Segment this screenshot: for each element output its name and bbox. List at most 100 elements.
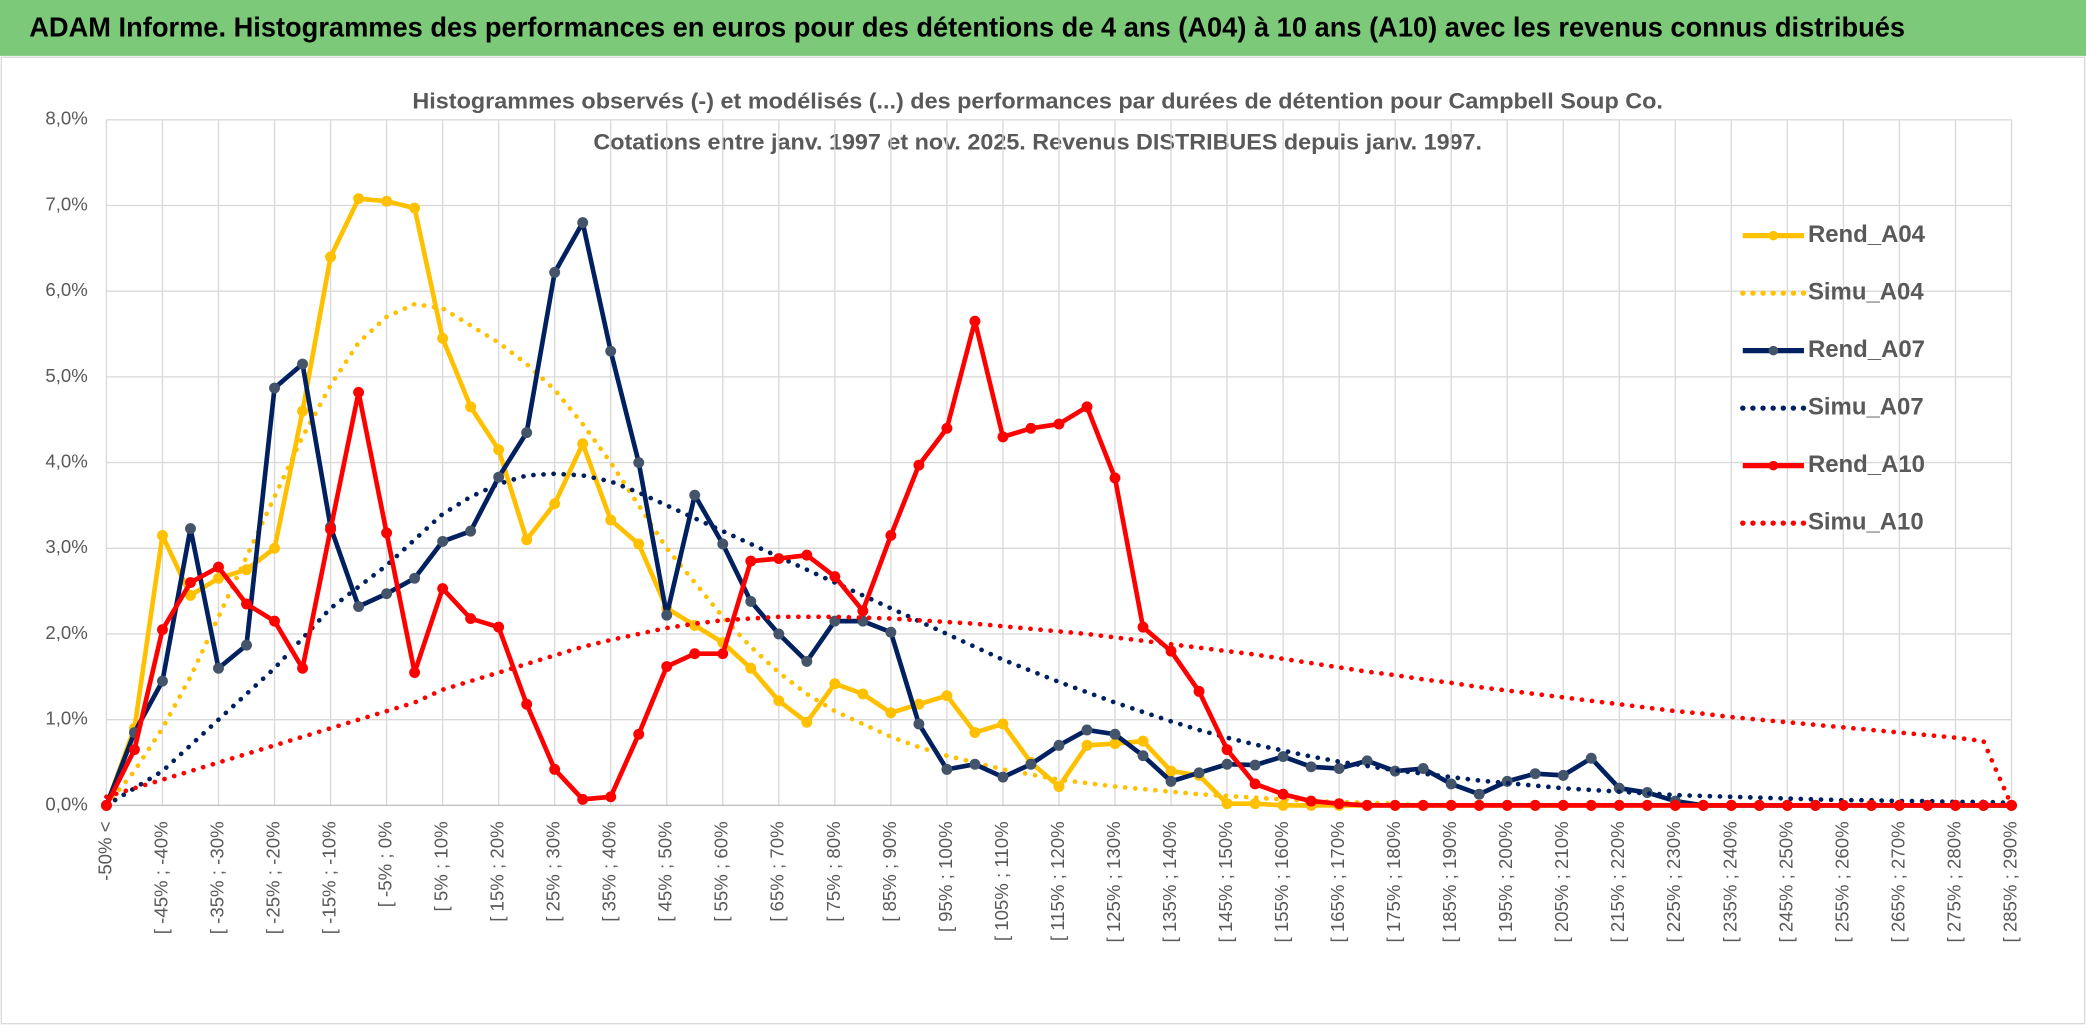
data-point	[1081, 724, 1093, 736]
x-tick-label: [ -35% ; -30%	[206, 821, 227, 934]
data-point	[157, 529, 168, 541]
data-point	[1921, 799, 1933, 811]
data-point	[689, 648, 701, 660]
data-point	[269, 542, 280, 554]
data-point	[1781, 799, 1793, 811]
data-point	[185, 589, 196, 601]
x-tick-label: [ 155% ; 160%	[1271, 821, 1292, 942]
data-point	[1389, 799, 1401, 811]
x-tick-label: [ 105% ; 110%	[991, 821, 1012, 941]
x-tick-label: [ 85% ; 90%	[879, 821, 900, 921]
data-point	[1277, 799, 1289, 811]
data-point	[1025, 758, 1037, 770]
data-point	[1193, 685, 1205, 697]
data-point	[689, 489, 701, 501]
data-point	[969, 315, 981, 327]
data-point	[1585, 752, 1597, 764]
x-tick-label: [ 185% ; 190%	[1439, 821, 1460, 942]
data-point	[633, 538, 645, 550]
data-point	[325, 251, 337, 263]
header-title: ADAM Informe. Histogrammes des performan…	[29, 12, 1905, 43]
legend-marker	[1768, 230, 1779, 241]
data-point	[297, 405, 308, 417]
legend-label: Simu_A10	[1808, 508, 1924, 535]
x-tick-label: [ 205% ; 210%	[1551, 821, 1572, 942]
data-point	[1557, 769, 1569, 781]
y-tick-label: 3,0%	[45, 536, 87, 557]
data-point	[1081, 739, 1093, 751]
legend-label: Simu_A04	[1808, 278, 1924, 305]
data-point	[1837, 799, 1849, 811]
data-point	[409, 202, 421, 214]
data-point	[1669, 799, 1681, 811]
data-point	[1053, 418, 1065, 430]
data-point	[1305, 761, 1317, 773]
x-tick-label: [ 215% ; 220%	[1607, 821, 1628, 942]
data-point	[1221, 798, 1233, 810]
data-point	[353, 601, 365, 613]
data-point	[801, 716, 813, 728]
data-point	[2006, 799, 2017, 811]
data-point	[1165, 775, 1177, 787]
data-point	[409, 572, 421, 584]
data-point	[241, 564, 252, 576]
x-tick-label: [ 245% ; 250%	[1775, 821, 1796, 942]
y-tick-label: 1,0%	[45, 708, 87, 729]
data-point	[577, 438, 589, 450]
data-point	[381, 588, 393, 600]
data-point	[1333, 763, 1345, 774]
data-point	[1193, 767, 1205, 779]
data-point	[185, 577, 196, 589]
data-point	[213, 572, 224, 584]
data-point	[185, 523, 196, 535]
data-point	[605, 791, 617, 803]
data-point	[1025, 422, 1037, 434]
x-tick-label: [ 255% ; 260%	[1831, 821, 1852, 942]
data-point	[353, 193, 365, 205]
data-point	[1473, 799, 1485, 811]
data-point	[269, 382, 280, 394]
y-tick-label: 2,0%	[45, 622, 87, 643]
data-point	[885, 529, 897, 541]
data-point	[913, 718, 925, 730]
data-point	[1305, 795, 1317, 807]
x-tick-label: -50% <	[94, 821, 115, 881]
data-point	[241, 598, 252, 610]
x-tick-label: [ 175% ; 180%	[1383, 821, 1404, 942]
data-point	[941, 422, 953, 434]
data-point	[801, 655, 813, 667]
data-point	[493, 444, 505, 456]
data-point	[1109, 738, 1121, 750]
data-point	[157, 624, 168, 636]
x-tick-label: [ 265% ; 270%	[1887, 821, 1908, 942]
data-point	[521, 427, 533, 439]
data-point	[997, 718, 1009, 730]
data-point	[1445, 799, 1457, 811]
data-point	[745, 662, 757, 674]
data-point	[1809, 799, 1821, 811]
data-point	[997, 771, 1009, 783]
data-point	[465, 525, 477, 537]
series-line	[104, 614, 2014, 808]
x-tick-label: [ 135% ; 140%	[1159, 821, 1180, 942]
x-tick-label: [ 225% ; 230%	[1663, 821, 1684, 942]
x-tick-label: [ 75% ; 80%	[823, 821, 844, 921]
data-point	[353, 386, 365, 398]
data-point	[605, 345, 617, 357]
data-point	[605, 514, 617, 526]
data-point	[1725, 799, 1737, 811]
data-point	[1249, 759, 1261, 771]
x-tick-label: [ -25% ; -20%	[262, 821, 283, 934]
x-tick-label: [ -5% ; 0%	[375, 821, 396, 907]
data-point	[297, 358, 308, 370]
data-point	[1641, 799, 1653, 811]
data-point	[241, 639, 252, 651]
data-point	[269, 615, 280, 627]
data-point	[913, 459, 925, 471]
data-point	[465, 401, 477, 413]
chart-title: Histogrammes observés (-) et modélisés (…	[412, 88, 1663, 113]
data-point	[1165, 765, 1177, 777]
legend-label: Rend_A10	[1808, 451, 1925, 478]
x-tick-label: [ 125% ; 130%	[1103, 821, 1124, 942]
